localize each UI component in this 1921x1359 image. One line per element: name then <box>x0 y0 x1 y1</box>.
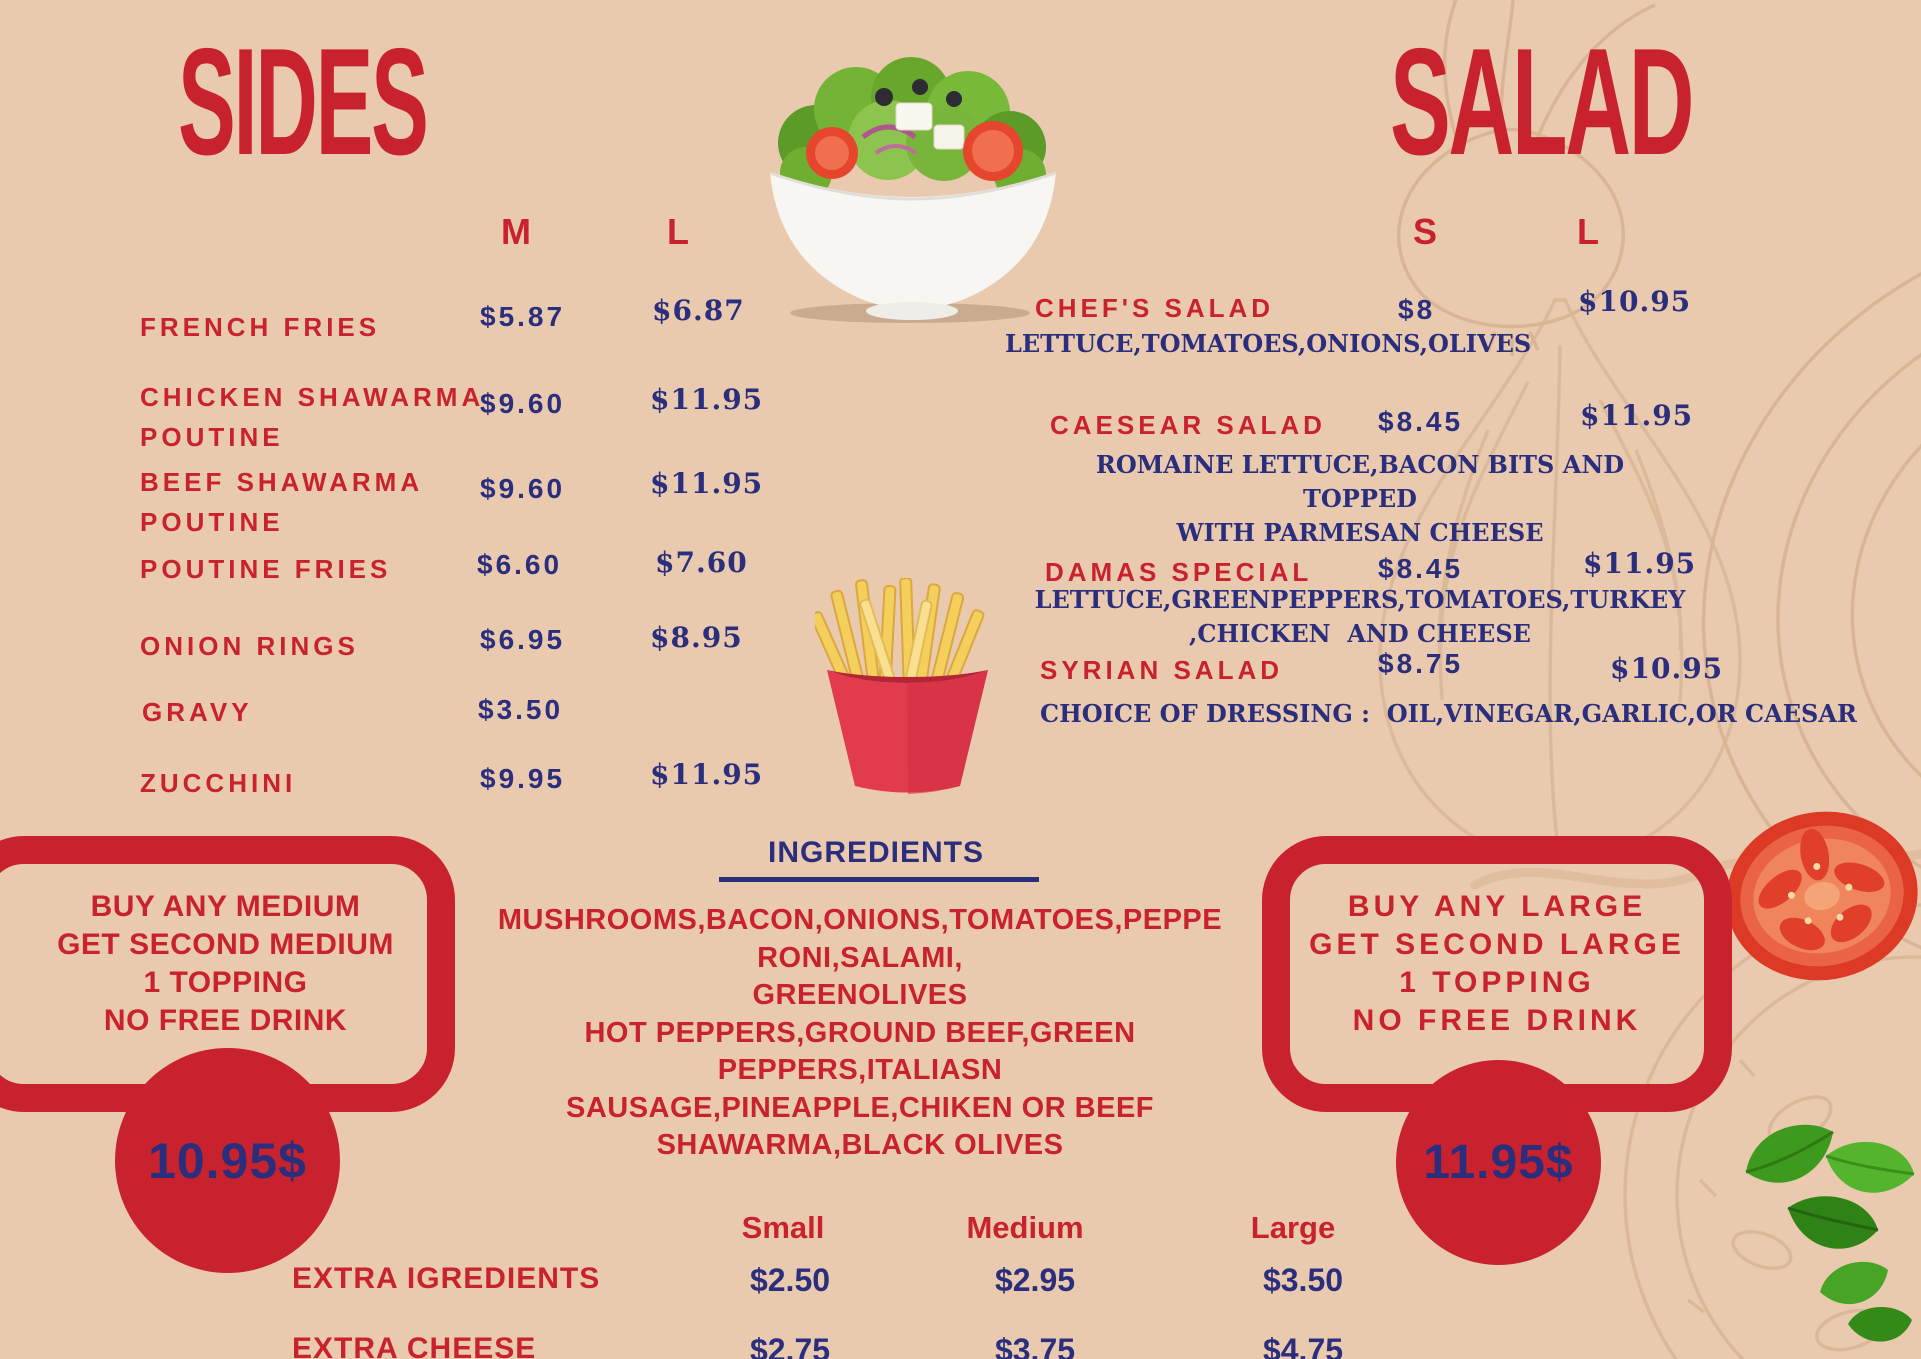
salad-section-heading: SALAD <box>1390 26 1894 178</box>
tomato-slice-photo <box>1726 811 1918 981</box>
menu-item-name: CHICKEN SHAWARMA POUTINE <box>140 382 485 452</box>
extras-size-header: Large <box>1250 1210 1336 1245</box>
menu-item-price-s: $8.75 <box>1378 648 1464 679</box>
menu-item-price-m: $5.87 <box>480 301 566 332</box>
menu-item-price-s: $8.45 <box>1378 553 1464 584</box>
extras-row-name: EXTRA IGREDIENTS <box>292 1262 601 1295</box>
ingredients-underline <box>719 877 1039 882</box>
menu-item-price-l: $11.95 <box>1583 547 1697 580</box>
promo-line: GET SECOND MEDIUM <box>57 928 394 961</box>
promo-line: BUY ANY LARGE <box>1347 890 1647 923</box>
extras-price: $4.75 <box>1262 1332 1344 1359</box>
promo-line: GET SECOND LARGE <box>1309 928 1685 961</box>
promo-medium-price-badge: 10.95$ <box>115 1048 340 1273</box>
menu-item-name: CHEF'S SALAD <box>1035 293 1275 323</box>
menu-item-price-l: $11.95 <box>650 467 764 500</box>
menu-item-name: SYRIAN SALAD <box>1040 655 1284 685</box>
menu-item-name: CAESEAR SALAD <box>1050 410 1326 440</box>
menu-item-name: BEEF SHAWARMA POUTINE <box>140 467 424 537</box>
sides-title: SIDES <box>178 17 429 187</box>
menu-item-price-l: $11.95 <box>650 758 764 791</box>
promo-line: 1 TOPPING <box>1399 966 1595 999</box>
menu-item-name: ZUCCHINI <box>140 768 297 798</box>
menu-item-name: DAMAS SPECIAL <box>1045 557 1313 587</box>
dressing-note: CHOICE OF DRESSING : OIL,VINEGAR,GARLIC,… <box>1040 699 1857 728</box>
extras-price: $2.50 <box>749 1262 831 1298</box>
menu-item-price-l: $8.95 <box>650 621 743 654</box>
sides-size-header-m: M <box>501 211 531 252</box>
menu-item-name: FRENCH FRIES <box>140 312 381 342</box>
salad-size-header-l: L <box>1577 211 1599 252</box>
menu-item-price-l: $11.95 <box>650 383 764 416</box>
promo-medium-price: 10.95$ <box>148 1132 307 1189</box>
promo-line: 1 TOPPING <box>143 966 308 999</box>
promo-large-box: BUY ANY LARGE GET SECOND LARGE 1 TOPPING… <box>1262 836 1732 1112</box>
menu-item-description: LETTUCE,GREENPEPPERS,TOMATOES,TURKEY ,CH… <box>1034 585 1686 648</box>
extras-size-header: Small <box>741 1210 825 1245</box>
ingredients-list: MUSHROOMS,BACON,ONIONS,TOMATOES,PEPPE RO… <box>497 904 1223 1161</box>
promo-large-price: 11.95$ <box>1423 1135 1574 1189</box>
menu-item-price-m: $6.60 <box>477 549 563 580</box>
extras-price: $2.95 <box>994 1262 1076 1298</box>
extras-price: $3.75 <box>994 1332 1076 1359</box>
menu-item-price-l: $10.95 <box>1578 285 1692 318</box>
menu-item-price-l: $7.60 <box>655 546 748 579</box>
menu-item-price-m: $9.95 <box>480 763 566 794</box>
menu-item-name: POUTINE FRIES <box>140 554 392 584</box>
extras-row-name: EXTRA CHEESE <box>292 1332 537 1359</box>
basil-leaves-photo <box>1745 1124 1915 1342</box>
onion-cross-section-sketch <box>1701 214 1921 986</box>
menu-item-price-l: $10.95 <box>1610 652 1724 685</box>
menu-item-price-l: $11.95 <box>1580 399 1694 432</box>
promo-line: BUY ANY MEDIUM <box>90 890 361 923</box>
extras-price: $3.50 <box>1262 1262 1344 1298</box>
salad-size-header-s: S <box>1412 211 1437 252</box>
french-fries-photo <box>815 578 988 794</box>
promo-large-price-badge: 11.95$ <box>1396 1060 1601 1265</box>
menu-item-price-m: $3.50 <box>478 694 564 725</box>
onion-sketch <box>1396 0 1656 356</box>
extras-size-header: Medium <box>966 1210 1084 1245</box>
promo-line: NO FREE DRINK <box>1352 1004 1642 1037</box>
salad-title: SALAD <box>1390 17 1695 187</box>
sides-size-header-l: L <box>667 211 689 252</box>
menu-item-description: ROMAINE LETTUCE,BACON BITS AND TOPPED WI… <box>1095 450 1625 547</box>
sides-section-heading: SIDES <box>178 26 614 178</box>
extras-price: $2.75 <box>749 1332 831 1359</box>
menu-item-price-m: $9.60 <box>480 473 566 504</box>
menu-item-price-l: $6.87 <box>652 294 745 327</box>
menu-item-description: LETTUCE,TOMATOES,ONIONS,OLIVES <box>1005 329 1532 358</box>
menu-item-price-s: $8 <box>1398 294 1436 325</box>
ingredients-title: INGREDIENTS <box>767 836 985 869</box>
promo-line: NO FREE DRINK <box>103 1004 348 1037</box>
menu-item-price-s: $8.45 <box>1378 406 1464 437</box>
menu-item-price-m: $9.60 <box>480 388 566 419</box>
menu-item-name: ONION RINGS <box>140 631 359 661</box>
salad-bowl-photo <box>769 57 1057 323</box>
menu-item-name: GRAVY <box>142 697 253 727</box>
menu-item-price-m: $6.95 <box>480 624 566 655</box>
